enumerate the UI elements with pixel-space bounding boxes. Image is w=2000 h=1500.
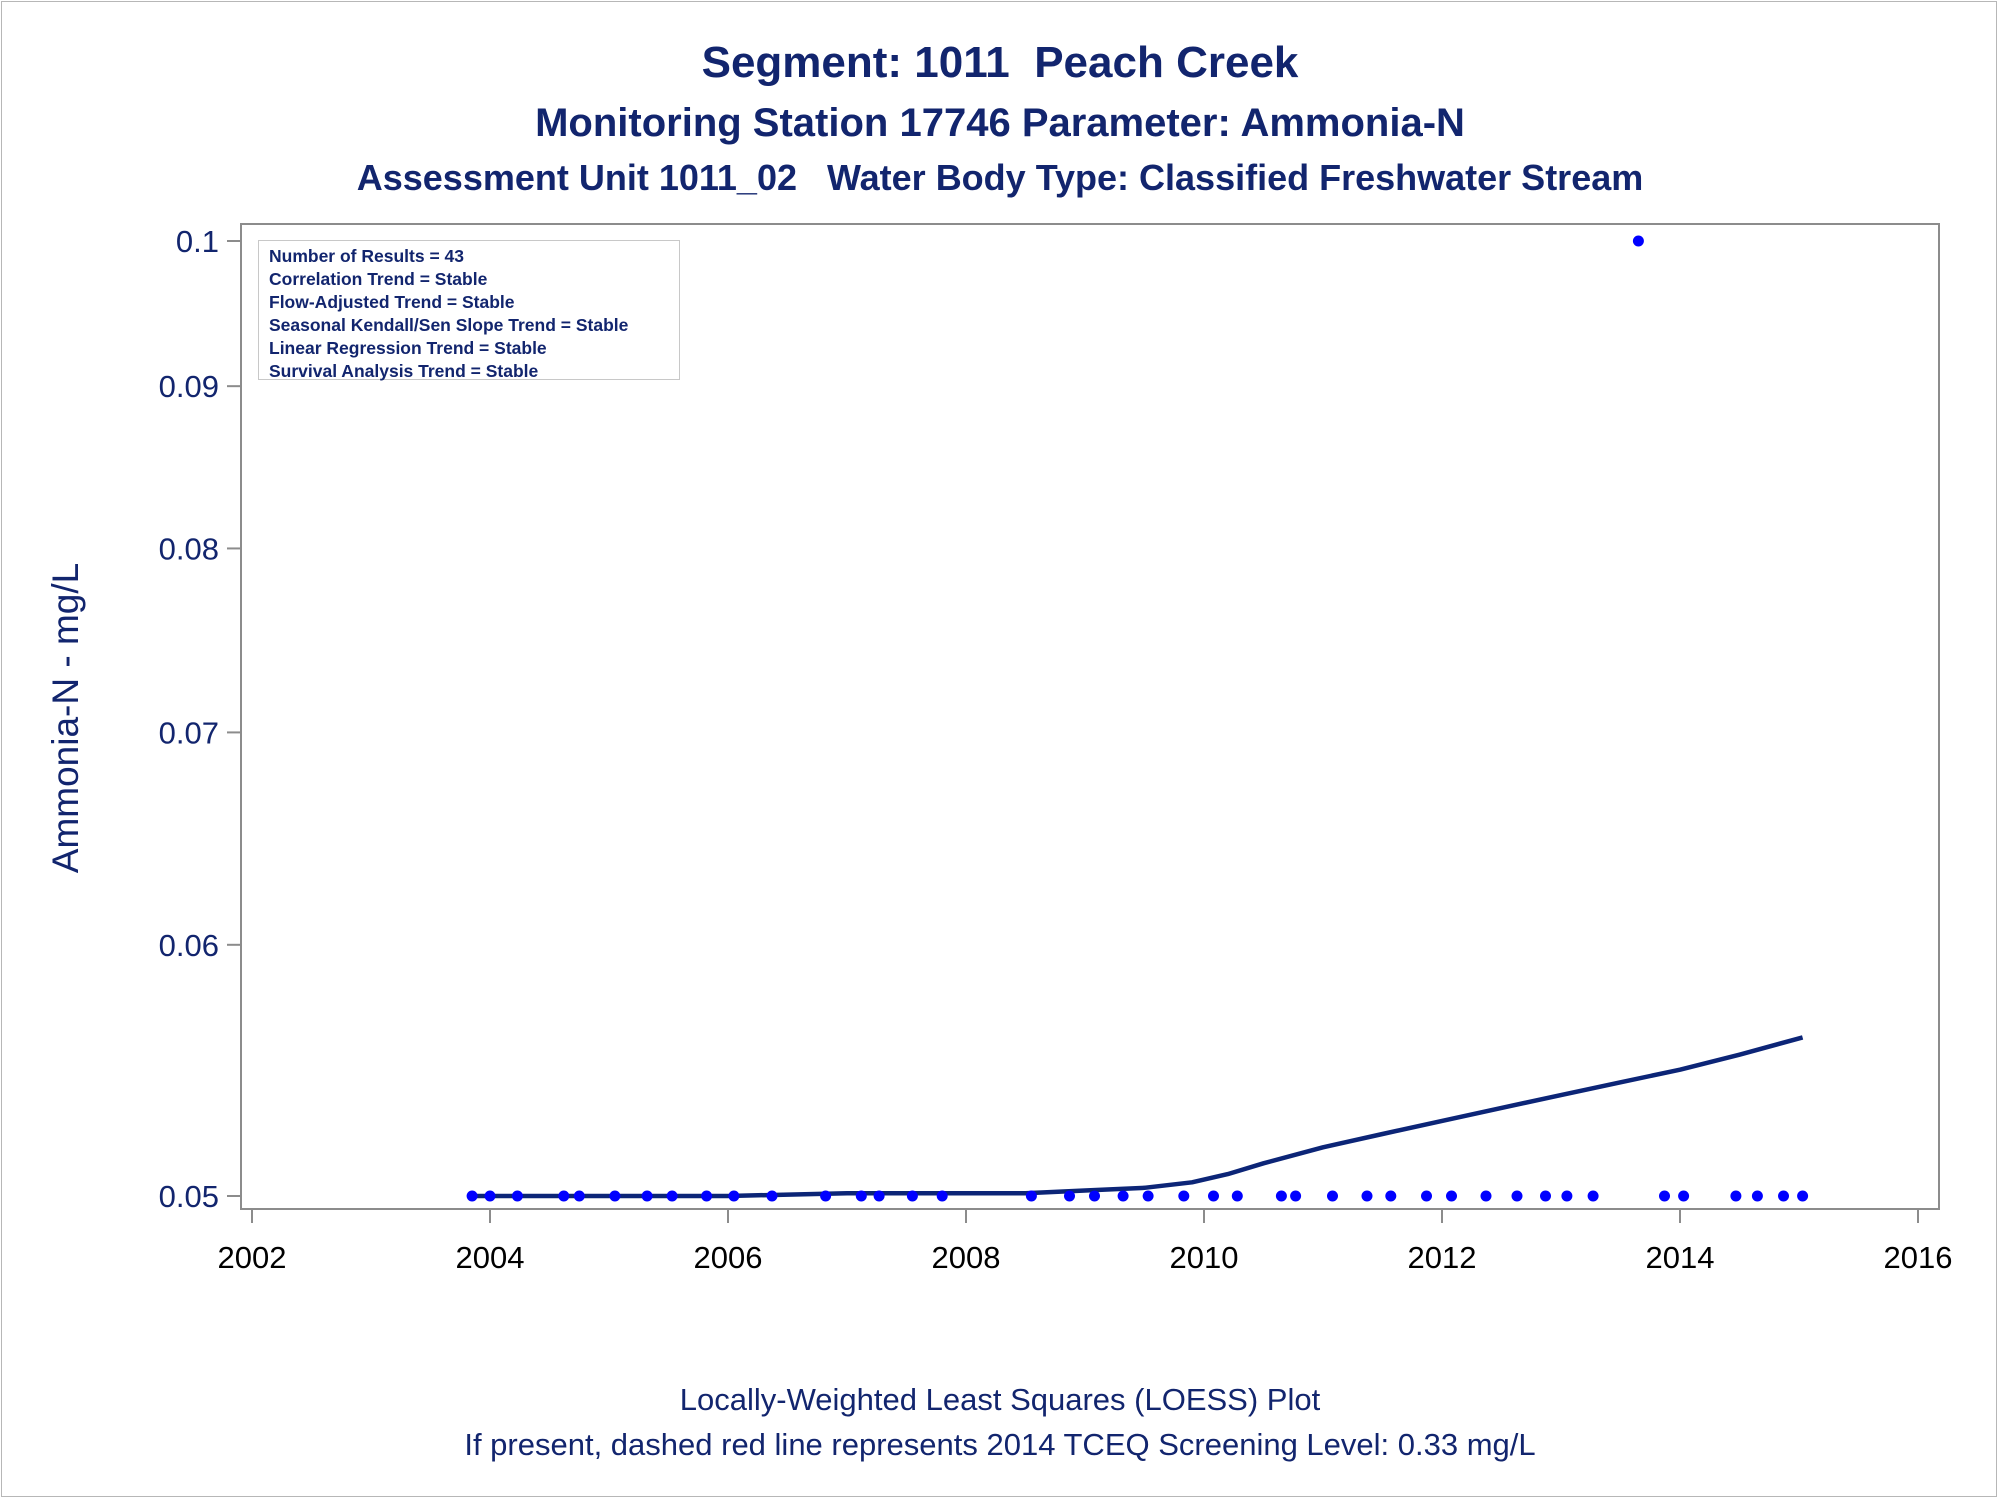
y-tick-label: 0.05 (159, 1179, 219, 1214)
data-point (1385, 1190, 1397, 1202)
x-tick-label: 2016 (1884, 1240, 1953, 1275)
data-point (855, 1190, 867, 1202)
loess-line (472, 1035, 1804, 1199)
x-tick-label: 2012 (1408, 1240, 1477, 1275)
data-point (1561, 1190, 1573, 1202)
data-point (936, 1190, 948, 1202)
series-layer (466, 235, 1809, 1202)
y-tick-label: 0.08 (159, 531, 219, 566)
data-point (558, 1190, 570, 1202)
data-point (484, 1190, 496, 1202)
data-point (1730, 1190, 1742, 1202)
data-point (1421, 1190, 1432, 1202)
data-point (1117, 1190, 1129, 1202)
x-tick-label: 2002 (218, 1240, 287, 1275)
y-tick-label: 0.1 (176, 224, 219, 259)
data-point (1480, 1190, 1492, 1202)
data-point (873, 1190, 885, 1202)
x-tick-label: 2006 (694, 1240, 763, 1275)
x-tick-label: 2010 (1170, 1240, 1239, 1275)
y-axis: 0.05 0.06 0.07 0.08 0.09 0.1 (159, 224, 241, 1214)
y-tick-label: 0.07 (159, 715, 219, 750)
data-point (1361, 1190, 1373, 1202)
data-point (1751, 1190, 1763, 1202)
data-point (511, 1190, 523, 1202)
data-point (1659, 1190, 1670, 1202)
data-point (1797, 1190, 1809, 1202)
data-point (766, 1190, 778, 1202)
data-point (666, 1190, 678, 1202)
stat-linear-regression-trend: Linear Regression Trend = Stable (269, 338, 547, 358)
data-point (728, 1190, 740, 1202)
plot-area (240, 223, 1940, 1210)
data-point (1142, 1190, 1154, 1202)
stat-seasonal-kendall-trend: Seasonal Kendall/Sen Slope Trend = Stabl… (269, 315, 629, 335)
data-point (609, 1190, 621, 1202)
data-point (641, 1190, 653, 1202)
data-point (1540, 1190, 1551, 1202)
data-point (1446, 1190, 1457, 1202)
x-tick-label: 2008 (932, 1240, 1001, 1275)
y-axis-label: Ammonia-N - mg/L (45, 563, 86, 873)
data-point (1778, 1190, 1789, 1202)
data-point (1678, 1190, 1690, 1202)
trend-stats-box: Number of Results = 43 Correlation Trend… (258, 240, 680, 381)
data-point (1208, 1190, 1219, 1202)
y-tick-label: 0.09 (159, 369, 219, 404)
footnote-loess: Locally-Weighted Least Squares (LOESS) P… (679, 1382, 1321, 1417)
data-point (1632, 235, 1644, 247)
data-point (906, 1190, 918, 1202)
data-point (466, 1190, 478, 1202)
data-point (1290, 1190, 1302, 1202)
chart-subtitle-assessment: Assessment Unit 1011_02 Water Body Type:… (356, 157, 1644, 198)
data-point (1231, 1190, 1243, 1202)
data-point (1511, 1190, 1523, 1202)
data-point (1587, 1190, 1599, 1202)
data-point (1025, 1190, 1037, 1202)
chart-subtitle-station: Monitoring Station 17746 Parameter: Ammo… (535, 101, 1465, 145)
data-point (1064, 1190, 1075, 1202)
stat-number-of-results: Number of Results = 43 (269, 246, 464, 266)
data-point (701, 1190, 713, 1202)
data-point (1089, 1190, 1100, 1202)
stat-correlation-trend: Correlation Trend = Stable (269, 269, 488, 289)
x-tick-label: 2004 (456, 1240, 525, 1275)
data-point (1275, 1190, 1287, 1202)
data-point (1327, 1190, 1338, 1202)
stat-flow-adjusted-trend: Flow-Adjusted Trend = Stable (269, 292, 515, 312)
x-tick-label: 2014 (1646, 1240, 1715, 1275)
chart-title: Segment: 1011 Peach Creek (701, 38, 1299, 87)
y-tick-label: 0.06 (159, 928, 219, 963)
data-point (573, 1190, 585, 1202)
footnote-screening-level: If present, dashed red line represents 2… (464, 1427, 1536, 1462)
data-point (820, 1190, 832, 1202)
data-point (1178, 1190, 1190, 1202)
x-axis: 2002 2004 2006 2008 2010 2012 2014 2016 (218, 1209, 1953, 1275)
stat-survival-analysis-trend: Survival Analysis Trend = Stable (269, 361, 539, 381)
